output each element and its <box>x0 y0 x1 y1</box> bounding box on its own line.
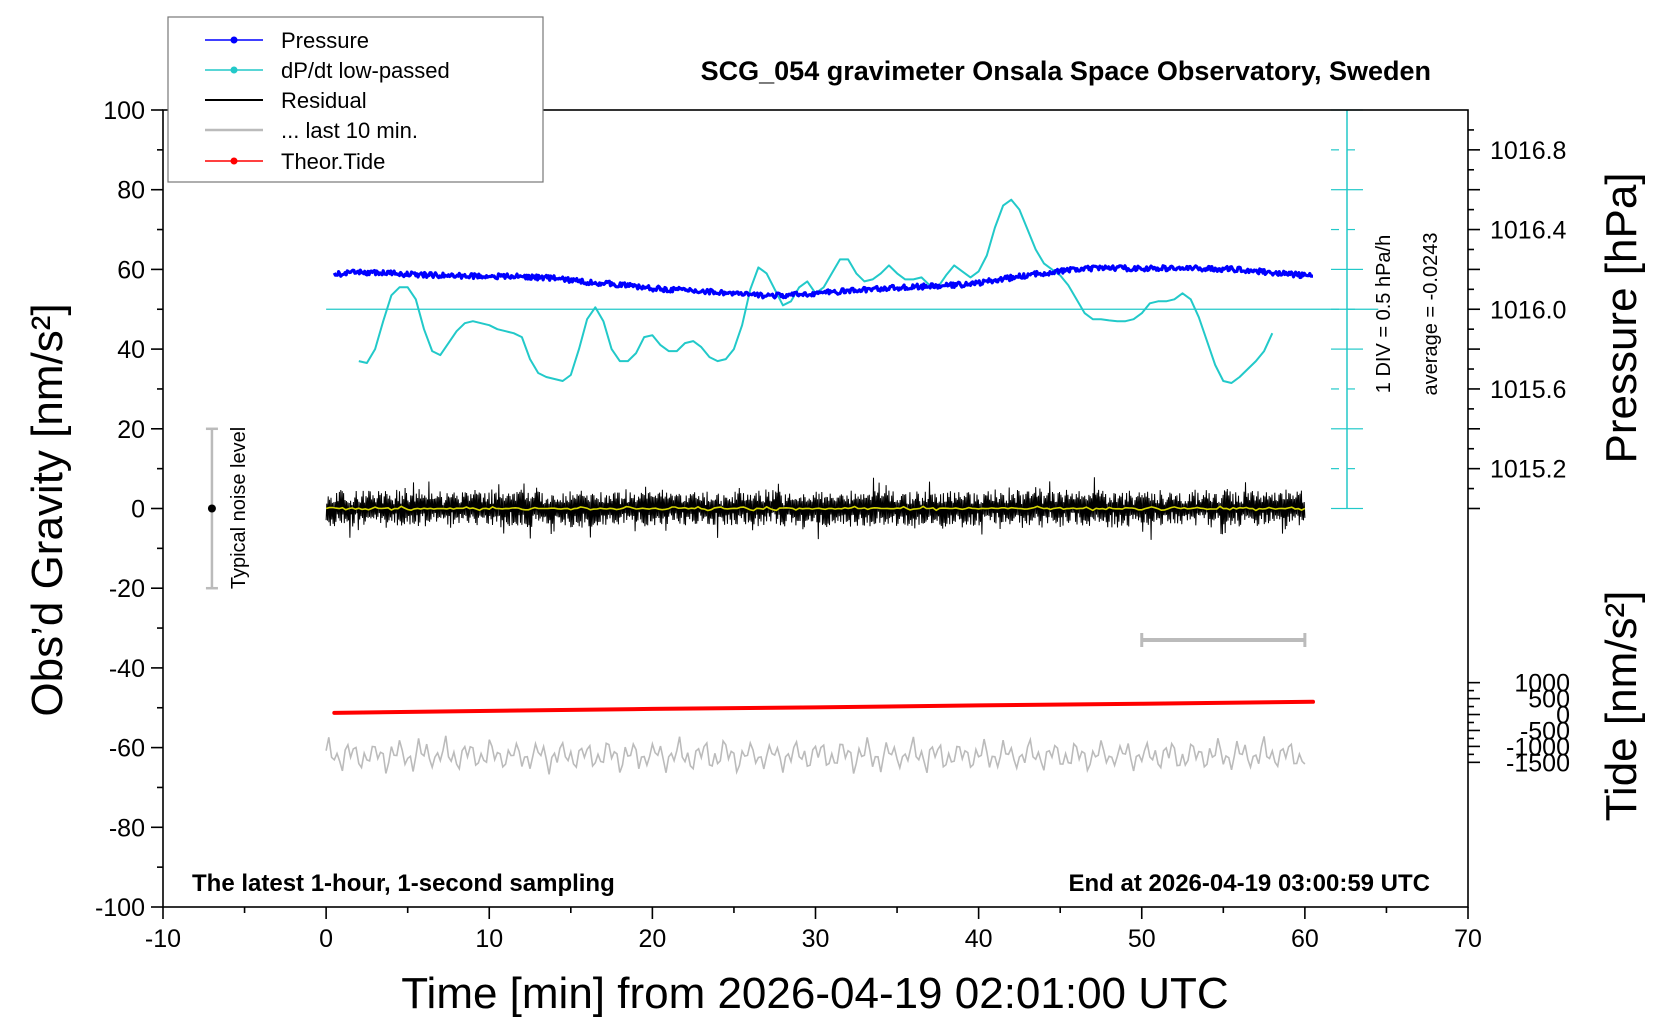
x-tick-label: -10 <box>145 925 181 953</box>
noise-level-center-dot <box>207 504 216 513</box>
series-line-pressure <box>332 264 1314 300</box>
legend-label-residual: Residual <box>281 88 367 113</box>
tide-tick-label: 500 <box>1528 686 1570 714</box>
x-axis-label: Time [min] from 2026-04-19 02:01:00 UTC <box>401 969 1228 1018</box>
x-tick-label: 70 <box>1454 925 1482 953</box>
series-line-last10 <box>325 735 1306 775</box>
y-tick-label: -60 <box>109 735 145 763</box>
legend-entry-pressure: Pressure <box>205 28 369 53</box>
y-tick-label: -40 <box>109 655 145 683</box>
div-scale-label: 1 DIV = 0.5 hPa/h <box>1373 235 1395 393</box>
y-axis-label-pressure: Pressure [hPa] <box>1597 172 1646 463</box>
series-line-residual <box>325 477 1306 540</box>
x-tick-label: 10 <box>475 925 503 953</box>
legend-entry-last10: ... last 10 min. <box>205 118 418 143</box>
x-tick-label: 0 <box>319 925 333 953</box>
pressure-tick-label: 1015.6 <box>1490 376 1566 404</box>
pressure-tick-label: 1016.8 <box>1490 137 1566 165</box>
tide-tick-label: 0 <box>1556 702 1570 730</box>
average-label: average = -0.0243 <box>1420 233 1442 396</box>
legend-label-dpdt: dP/dt low-passed <box>281 58 450 83</box>
axes-layer: -10 0 10 20 30 40 50 60 70-100-80-60-40-20020406… <box>95 97 1570 953</box>
tide-tick-label: 1000 <box>1514 670 1570 698</box>
legend-entry-tide: Theor.Tide <box>205 149 385 174</box>
series-line-tide <box>332 699 1315 715</box>
legend-label-pressure: Pressure <box>281 28 369 53</box>
series-line-residual-smoothed <box>325 505 1306 512</box>
x-tick-label: 60 <box>1291 925 1319 953</box>
y-tick-label: -20 <box>109 575 145 603</box>
legend-entry-dpdt: dP/dt low-passed <box>205 58 450 83</box>
x-tick-label: 40 <box>965 925 993 953</box>
y-axis-label-tide: Tide [nm/s²] <box>1597 591 1646 822</box>
y-tick-label: 60 <box>117 256 145 284</box>
y-tick-label: -100 <box>95 894 145 922</box>
y-axis-label-left: Obs’d Gravity [nm/s²] <box>23 303 72 716</box>
y-tick-label: 100 <box>103 97 145 125</box>
x-tick-label: 30 <box>802 925 830 953</box>
legend-label-last10: ... last 10 min. <box>281 118 418 143</box>
chart-title: SCG_054 gravimeter Onsala Space Observat… <box>701 56 1431 86</box>
tide-tick-label: -1500 <box>1506 749 1570 777</box>
x-tick-label: 50 <box>1128 925 1156 953</box>
pressure-tick-label: 1015.2 <box>1490 456 1566 484</box>
pressure-tick-label: 1016.4 <box>1490 217 1567 245</box>
y-tick-label: 80 <box>117 177 145 205</box>
pressure-tick-label: 1016.0 <box>1490 296 1566 324</box>
annotation-bottom-right: End at 2026-04-19 03:00:59 UTC <box>1069 870 1431 897</box>
plot-layer <box>205 198 1379 775</box>
noise-level-label: Typical noise level <box>228 427 250 589</box>
legend-entry-residual: Residual <box>205 88 367 113</box>
x-tick-label: 20 <box>638 925 666 953</box>
legend-label-tide: Theor.Tide <box>281 149 385 174</box>
y-tick-label: 40 <box>117 336 145 364</box>
y-tick-label: 20 <box>117 416 145 444</box>
annotation-bottom-left: The latest 1-hour, 1-second sampling <box>192 870 615 897</box>
y-tick-label: -80 <box>109 814 145 842</box>
tide-tick-label: -1000 <box>1506 733 1570 761</box>
tide-tick-label: -500 <box>1520 717 1570 745</box>
y-tick-label: 0 <box>131 496 145 524</box>
legend: Pressure dP/dt low-passed Residual ... l… <box>167 16 544 183</box>
